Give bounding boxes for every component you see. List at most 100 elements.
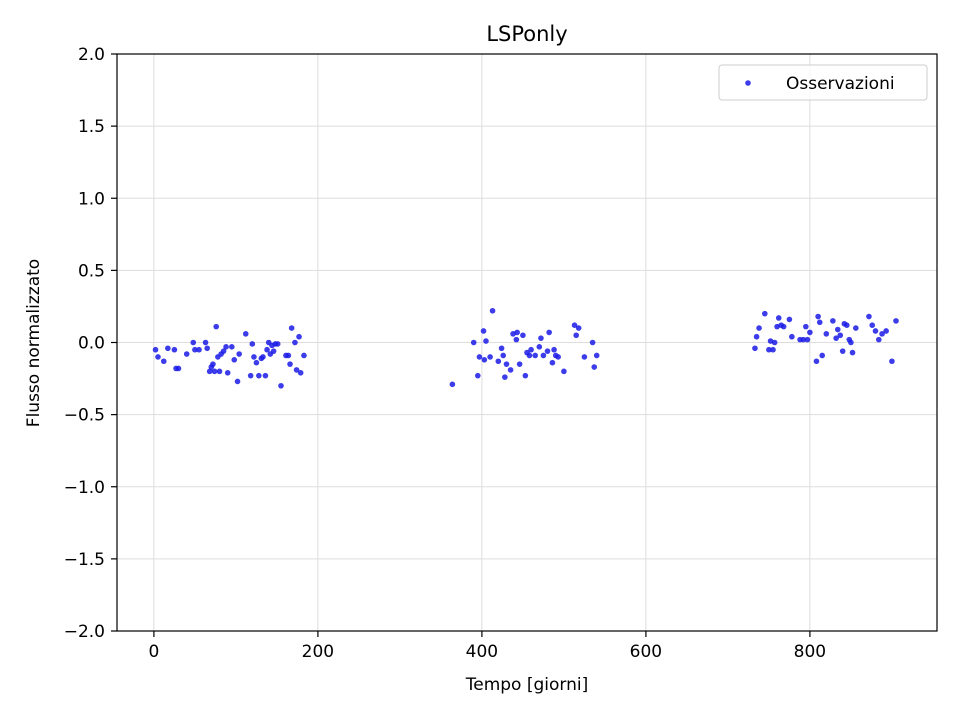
- data-point: [220, 348, 227, 354]
- data-point: [833, 335, 839, 341]
- data-point: [229, 344, 235, 350]
- data-point: [210, 361, 216, 367]
- data-point: [849, 349, 856, 356]
- data-point: [536, 344, 543, 350]
- data-point: [538, 335, 544, 341]
- data-point: [249, 341, 256, 347]
- data-point: [593, 352, 600, 359]
- data-point: [875, 336, 882, 343]
- data-point: [498, 345, 505, 352]
- data-point: [823, 331, 830, 337]
- data-point: [502, 374, 508, 380]
- data-point: [551, 346, 557, 353]
- data-point: [202, 339, 209, 346]
- data-point: [216, 368, 223, 375]
- data-point: [171, 346, 178, 353]
- data-point: [449, 381, 456, 388]
- data-point: [287, 361, 293, 367]
- data-point: [853, 325, 859, 331]
- data-point: [211, 368, 218, 375]
- data-point: [264, 346, 270, 353]
- data-point: [476, 354, 483, 360]
- data-point: [813, 358, 820, 365]
- data-point: [520, 332, 526, 339]
- data-point: [288, 325, 295, 331]
- data-point: [285, 352, 292, 359]
- data-point: [555, 354, 561, 360]
- y-tick-label: 2.0: [78, 45, 105, 65]
- data-point: [516, 361, 523, 367]
- data-point: [540, 352, 547, 359]
- data-point: [581, 354, 588, 360]
- data-point: [514, 329, 520, 336]
- data-point: [297, 369, 304, 376]
- data-point: [800, 336, 807, 343]
- data-point: [165, 345, 171, 352]
- data-point: [573, 332, 579, 339]
- data-point: [837, 332, 844, 339]
- data-point: [893, 318, 899, 324]
- data-point: [274, 341, 281, 347]
- y-tick-label: 0.5: [78, 261, 105, 281]
- data-point: [815, 313, 821, 320]
- data-point: [196, 346, 202, 353]
- data-point: [752, 345, 758, 352]
- data-points: [152, 307, 899, 389]
- data-point: [247, 372, 254, 379]
- data-point: [190, 339, 197, 346]
- data-point: [532, 352, 538, 359]
- x-tick-label: 800: [794, 642, 826, 662]
- data-point: [489, 307, 496, 314]
- data-point: [278, 382, 284, 389]
- data-point: [234, 378, 241, 385]
- data-point: [756, 325, 762, 331]
- data-point: [231, 357, 238, 363]
- data-point: [830, 318, 836, 324]
- data-point: [296, 333, 302, 340]
- data-point: [175, 365, 182, 372]
- data-point: [213, 323, 220, 330]
- data-point: [155, 354, 161, 360]
- data-point: [844, 322, 850, 328]
- legend-label: Osservazioni: [786, 74, 895, 94]
- data-point: [819, 352, 825, 359]
- data-point: [260, 354, 266, 360]
- y-tick-label: −1.5: [64, 550, 105, 570]
- data-point: [293, 367, 300, 373]
- data-point: [522, 372, 529, 379]
- data-point: [480, 328, 487, 334]
- data-point: [571, 322, 578, 328]
- data-point: [475, 372, 481, 379]
- y-tick-label: 1.5: [78, 117, 105, 137]
- data-point: [889, 358, 895, 365]
- data-point: [301, 352, 307, 359]
- data-point: [753, 333, 760, 340]
- y-tick-label: −2.0: [64, 622, 105, 642]
- data-point: [242, 331, 249, 337]
- data-point: [869, 322, 876, 328]
- data-point: [183, 351, 190, 357]
- y-tick-label: −1.0: [64, 478, 105, 498]
- data-point: [591, 364, 598, 370]
- data-point: [789, 333, 795, 340]
- data-point: [223, 344, 229, 350]
- legend: Osservazioni: [718, 64, 928, 101]
- data-point: [804, 336, 811, 343]
- data-point: [206, 368, 213, 375]
- data-point: [500, 352, 507, 359]
- data-point: [528, 346, 534, 353]
- data-point: [839, 348, 846, 354]
- data-point: [160, 358, 167, 365]
- y-tick-label: 1.0: [78, 189, 105, 209]
- data-point: [152, 346, 159, 353]
- data-point: [495, 358, 502, 365]
- data-point: [526, 352, 533, 359]
- data-point: [770, 346, 776, 353]
- legend-marker: [745, 80, 751, 86]
- data-point: [204, 345, 210, 352]
- data-point: [561, 368, 567, 375]
- data-point: [270, 348, 277, 354]
- data-point: [575, 325, 582, 331]
- data-point: [762, 310, 768, 317]
